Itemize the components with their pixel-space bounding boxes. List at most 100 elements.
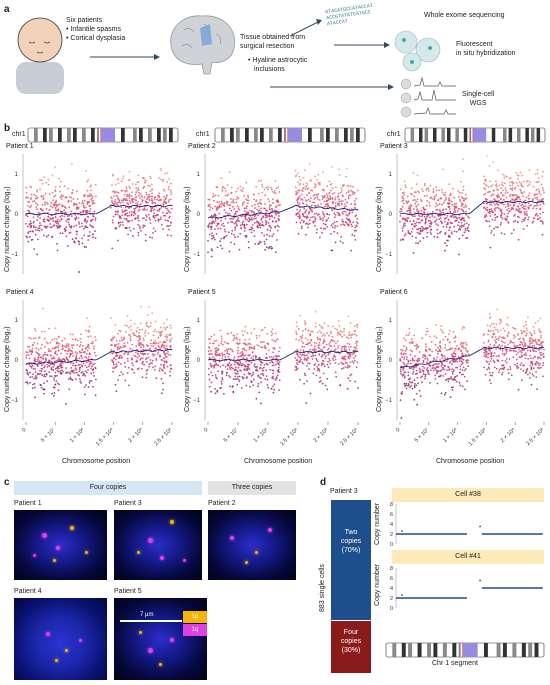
- cnv-data-point: [494, 328, 497, 331]
- cnv-data-point: [51, 368, 54, 371]
- cnv-data-point: [404, 233, 407, 235]
- cnv-data-point: [59, 196, 62, 199]
- cnv-data-point: [145, 216, 148, 218]
- cnv-data-point: [340, 200, 343, 203]
- cnv-data-point: [164, 214, 167, 217]
- cnv-data-point: [43, 176, 46, 178]
- cnv-data-point: [128, 185, 131, 188]
- cnv-data-point: [240, 189, 243, 192]
- cnv-data-point: [245, 360, 248, 363]
- cnv-data-point: [91, 195, 94, 198]
- cnv-data-point: [166, 207, 168, 210]
- panel-c-label: c: [4, 477, 10, 488]
- cnv-data-point: [33, 248, 36, 250]
- cnv-data-point: [56, 242, 58, 245]
- cnv-data-point: [517, 210, 520, 213]
- cnv-data-point: [144, 335, 147, 337]
- cnv-data-point: [88, 381, 91, 384]
- cnv-data-point: [505, 189, 507, 192]
- cnv-data-point: [482, 207, 485, 209]
- cnv-data-point: [407, 217, 410, 219]
- y-tick-label: 1: [197, 318, 201, 324]
- cnv-data-point: [70, 225, 73, 228]
- cnv-data-point: [271, 328, 274, 331]
- cnv-data-point: [77, 364, 80, 366]
- cnv-data-point: [72, 333, 74, 336]
- cnv-data-point: [342, 195, 344, 198]
- ylabel-row1: Copy number change (log₂): [4, 186, 11, 272]
- cnv-data-point: [234, 236, 237, 238]
- cnv-data-point: [30, 353, 33, 355]
- cnv-data-point: [430, 369, 432, 372]
- cnv-data-point: [503, 354, 506, 357]
- cnv-data-point: [348, 212, 351, 215]
- cnv-data-point: [515, 198, 518, 201]
- cnv-data-point: [466, 227, 469, 230]
- cnv-data-point: [511, 181, 513, 184]
- cnv-data-point: [497, 339, 500, 341]
- cnv-data-point: [410, 187, 413, 190]
- cnv-data-point: [45, 208, 48, 210]
- cnv-data-point: [153, 342, 156, 344]
- cnv-data-point: [401, 238, 404, 241]
- cnv-data-point: [334, 216, 336, 219]
- cnv-data-point: [151, 359, 154, 362]
- cnv-data-point: [30, 224, 33, 227]
- cnv-data-point: [465, 210, 467, 213]
- cnv-data-point: [302, 342, 305, 345]
- cnv-data-point: [538, 340, 540, 343]
- cnv-data-point: [539, 317, 542, 320]
- cnv-data-point: [29, 350, 31, 352]
- cnv-data-point: [149, 185, 151, 187]
- cnv-data-point: [411, 193, 413, 196]
- tissue-line-2: surgical resection: [240, 43, 295, 50]
- cnv-data-point: [42, 218, 45, 221]
- cnv-data-point: [436, 382, 439, 385]
- cnv-data-point: [313, 201, 316, 204]
- cnv-data-point: [215, 351, 218, 354]
- cnv-data-point: [348, 346, 350, 348]
- cnv-data-point: [411, 358, 414, 361]
- cnv-data-point: [321, 382, 324, 385]
- cnv-data-point: [492, 355, 495, 357]
- cnv-data-point: [452, 330, 455, 333]
- cnv-data-point: [488, 367, 491, 370]
- cnv-data-point: [461, 385, 464, 388]
- cnv-data-point: [240, 227, 243, 230]
- cnv-data-point: [115, 202, 117, 205]
- cnv-data-point: [74, 364, 77, 367]
- cnv-data-point: [533, 217, 535, 220]
- cnv-data-point: [307, 212, 310, 215]
- cnv-data-point: [73, 204, 75, 207]
- patients-line-2: • Infantile spasms: [66, 26, 121, 33]
- cnv-data-point: [414, 355, 416, 357]
- cnv-data-point: [42, 307, 44, 310]
- cnv-data-point: [446, 221, 449, 224]
- cnv-data-point: [277, 370, 280, 372]
- cnv-data-point: [336, 340, 339, 343]
- cnv-data-point: [317, 198, 319, 200]
- cnv-data-point: [249, 218, 252, 221]
- x-tick-label: 1.5 × 10⁸: [467, 426, 488, 447]
- cnv-data-point: [160, 346, 163, 349]
- cnv-data-point: [438, 218, 440, 220]
- cnv-data-point: [431, 367, 434, 370]
- cnv-data-point: [261, 372, 264, 375]
- cnv-data-point: [533, 330, 536, 332]
- cnv-data-point: [38, 227, 41, 230]
- cnv-data-point: [305, 354, 308, 357]
- arrow-to-scwgs: [270, 84, 394, 90]
- cnv-data-point: [121, 209, 123, 212]
- cnv-data-point: [421, 337, 424, 340]
- cnv-data-point: [149, 342, 152, 345]
- cnv-data-point: [85, 170, 88, 172]
- cnv-data-point: [131, 362, 134, 365]
- cnv-data-point: [110, 196, 112, 198]
- cnv-data-point: [505, 218, 508, 221]
- cnv-data-point: [302, 176, 305, 179]
- cnv-data-point: [416, 198, 419, 201]
- cnv-data-point: [534, 322, 537, 324]
- cnv-data-point: [501, 350, 504, 352]
- cnv-data-point: [487, 211, 490, 214]
- cnv-data-point: [153, 198, 156, 201]
